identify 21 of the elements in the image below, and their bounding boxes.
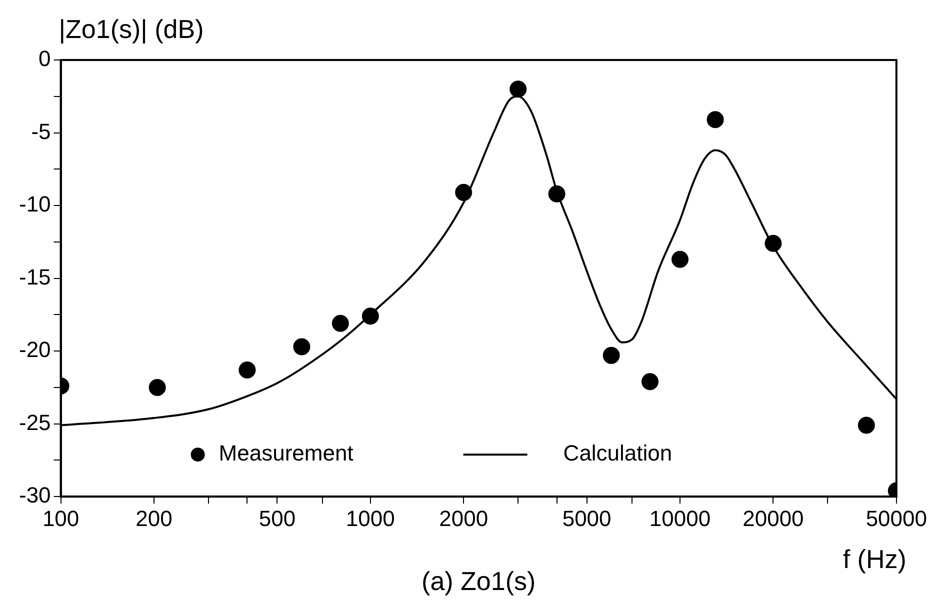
y-tick-label: -15 bbox=[19, 264, 51, 290]
x-tick-label: 20000 bbox=[742, 506, 804, 531]
x-tick-label: 500 bbox=[258, 506, 296, 531]
text: (a) Zo1(s) bbox=[422, 566, 536, 596]
x-tick-label: 50000 bbox=[866, 506, 928, 531]
y-tick-label: -30 bbox=[19, 482, 51, 508]
x-tick-label: 10000 bbox=[649, 506, 711, 531]
x-tick-label: 200 bbox=[136, 506, 172, 531]
x-tick-label: 2000 bbox=[439, 506, 488, 531]
y-tick-label: 0 bbox=[38, 46, 51, 72]
y-tick-label: -5 bbox=[31, 118, 51, 144]
x-tick-label: 1000 bbox=[346, 506, 395, 531]
y-tick-label: -20 bbox=[19, 337, 51, 362]
y-tick-label: -10 bbox=[19, 192, 51, 217]
legend-label: Measurement bbox=[218, 440, 354, 466]
y-axis-title: |Zo1(s)| (dB) bbox=[58, 14, 204, 44]
x-axis-title: f (Hz) bbox=[842, 544, 906, 574]
legend-label: Calculation bbox=[563, 440, 672, 466]
x-tick-label: 5000 bbox=[562, 506, 612, 531]
x-tick-label: 100 bbox=[42, 506, 80, 531]
y-tick-label: -25 bbox=[19, 410, 51, 435]
